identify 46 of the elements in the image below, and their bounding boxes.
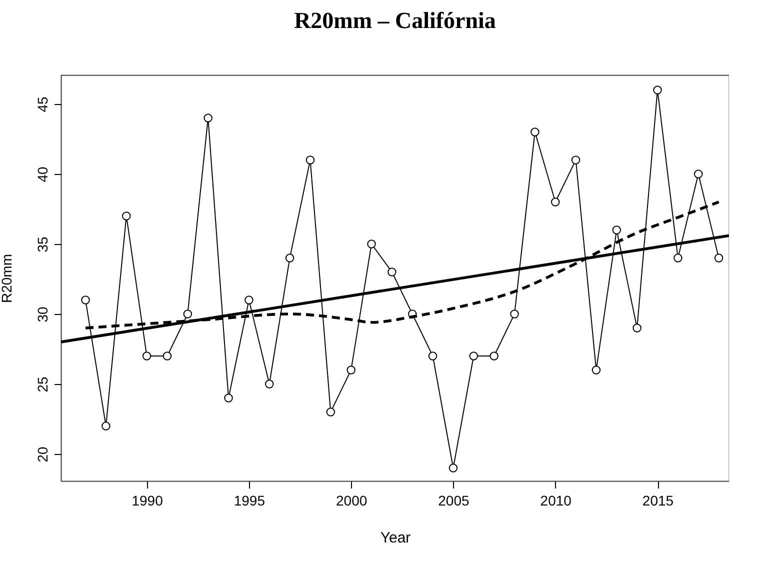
- point: [469, 352, 478, 360]
- point: [81, 296, 90, 304]
- point: [102, 422, 110, 430]
- point: [510, 310, 519, 318]
- point: [264, 380, 274, 388]
- point: [448, 464, 458, 472]
- point: [122, 212, 131, 220]
- point: [162, 352, 172, 360]
- y-axis-title: R20mm: [0, 254, 14, 304]
- point: [224, 394, 233, 402]
- point: [244, 296, 254, 304]
- x-tick-label: 1990: [132, 492, 164, 508]
- point: [592, 366, 601, 374]
- y-tick-label: 30: [34, 306, 50, 322]
- point: [183, 310, 192, 318]
- point: [550, 198, 560, 206]
- point: [571, 156, 580, 164]
- point: [306, 156, 315, 164]
- x-axis-title: Year: [380, 530, 411, 546]
- point: [428, 352, 438, 360]
- point: [367, 240, 376, 248]
- chart-title: R20mm – Califórnia: [294, 8, 496, 33]
- x-tick-label: 1995: [234, 492, 266, 508]
- y-tick-label: 25: [34, 376, 50, 392]
- x-tick-label: 2015: [642, 492, 674, 508]
- point: [388, 268, 396, 276]
- point: [204, 114, 212, 122]
- point: [653, 86, 662, 94]
- point: [612, 226, 622, 234]
- point: [326, 408, 336, 416]
- point: [142, 352, 152, 360]
- point: [530, 128, 540, 136]
- x-tick-label: 2000: [336, 492, 368, 508]
- y-tick-label: 20: [34, 446, 50, 462]
- point: [346, 366, 356, 374]
- point: [490, 352, 498, 360]
- point: [674, 254, 682, 262]
- point: [694, 170, 703, 178]
- x-tick-label: 2005: [438, 492, 470, 508]
- y-tick-label: 45: [34, 96, 50, 112]
- point: [714, 254, 724, 262]
- y-tick-label: 40: [34, 166, 50, 182]
- x-tick-label: 2010: [540, 492, 572, 508]
- point: [285, 254, 294, 262]
- y-tick-label: 35: [34, 236, 50, 252]
- point: [632, 324, 642, 332]
